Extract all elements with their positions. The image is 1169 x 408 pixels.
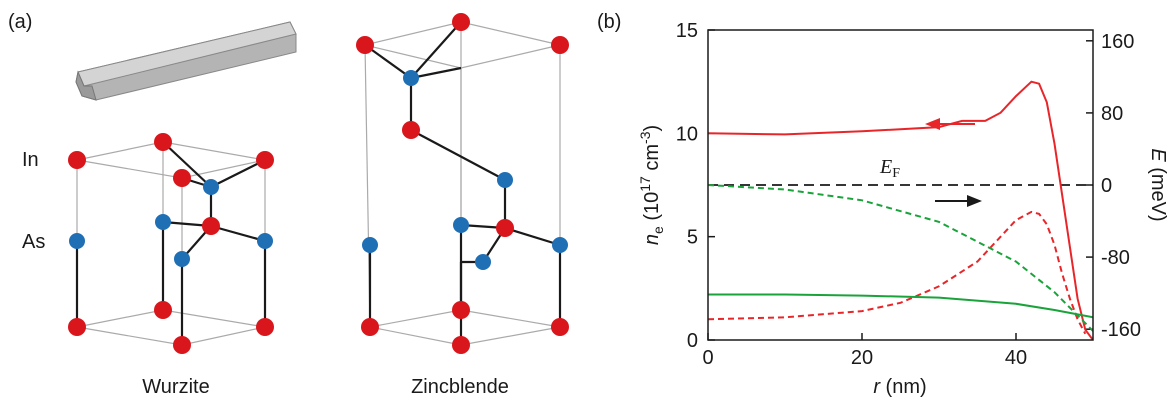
atom-label: In [22,149,39,171]
y-unit-sup: 17 [637,176,653,192]
series-line [708,210,1087,335]
series-line [708,184,1093,332]
series-line [708,293,1093,319]
y-unit: ) [641,125,663,132]
y2-axis-title: E (meV) [1147,148,1169,221]
y-unit-sup: -3 [637,131,653,144]
structure-label: Wurzite [142,376,209,398]
plot: 0 20 40 0 5 10 15 -160 -80 0 80 160 EF [676,20,1141,369]
y-tick-label: 5 [687,227,698,249]
fermi-label-sub: F [892,166,900,181]
x-axis-title: r (nm) [873,376,926,398]
x-tick-label: 0 [702,347,713,369]
zincblende-cell [356,13,569,354]
y2-tick-label: 0 [1101,175,1112,197]
y-label-sub: e [650,226,666,234]
y2-label: E [1147,148,1169,162]
arrow [935,195,982,207]
x-unit: (nm) [880,376,927,398]
y2-tick-label: -160 [1101,319,1141,341]
arrow [925,118,975,130]
y-axis-title: ne (1017 cm-3) [637,125,666,245]
y-tick-label: 0 [687,330,698,352]
fermi-label: EF [879,156,900,181]
y-tick-label: 10 [676,123,698,145]
y-label: n [641,234,663,245]
y-unit: (10 [641,192,663,226]
x-label: r [873,376,881,398]
atom-label: As [22,231,45,253]
wurzite-cell [68,133,274,354]
y2-tick-label: -80 [1101,247,1130,269]
y2-tick-label: 160 [1101,31,1134,53]
y-unit: cm [641,144,663,176]
series-line [708,80,1093,340]
nanowire [75,21,297,101]
structure-label: Zincblende [411,376,509,398]
panel-label: (b) [597,11,621,33]
y-tick-label: 15 [676,20,698,42]
y2-tick-label: 80 [1101,103,1123,125]
x-tick-label: 20 [851,347,873,369]
panel-label: (a) [8,11,32,33]
y2-unit: (meV) [1147,162,1169,222]
fermi-label-main: E [879,156,892,178]
x-tick-label: 40 [1005,347,1027,369]
plot-frame [707,29,1094,341]
